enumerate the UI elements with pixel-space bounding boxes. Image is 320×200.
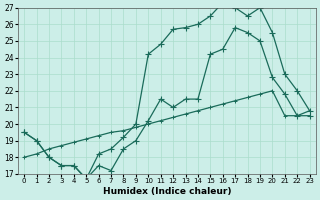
X-axis label: Humidex (Indice chaleur): Humidex (Indice chaleur) bbox=[103, 187, 231, 196]
